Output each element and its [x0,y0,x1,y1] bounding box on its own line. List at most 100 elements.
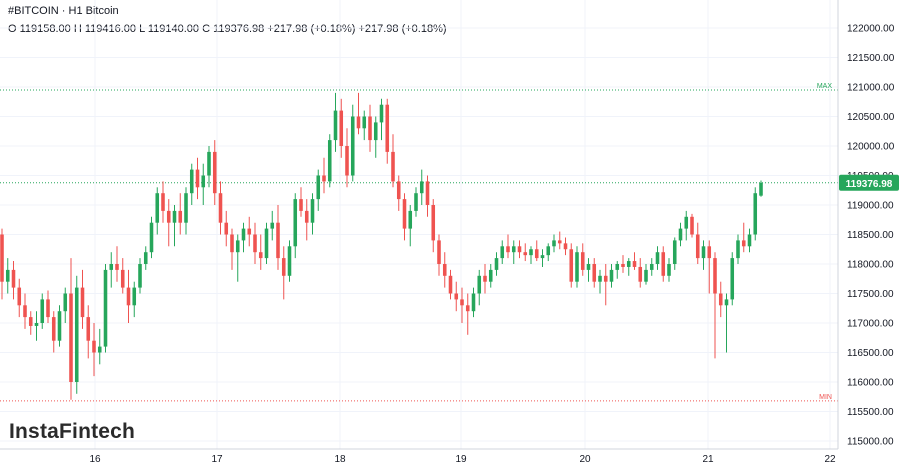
candle [247,216,252,247]
candle [28,311,33,335]
candle [437,234,441,276]
candle [586,258,591,282]
candle [707,240,712,294]
candle-body [80,287,85,318]
candle [644,264,648,285]
candle [34,311,39,341]
candle [57,305,62,347]
candle-body [759,182,763,196]
candle-body [580,252,585,270]
candle-body [557,240,562,244]
candle-body [69,293,73,382]
candle-body [419,181,424,194]
candle [615,261,620,279]
candle [385,98,390,164]
candle-body [57,311,62,341]
candle-body [500,246,505,259]
candle-body [626,261,631,267]
price-tick-label: 119000.00 [847,201,894,212]
candle [460,287,464,323]
candle-body [707,246,712,259]
candle-body [494,258,499,270]
candle [730,252,735,306]
time-tick-label: 20 [579,454,591,465]
candle [534,240,539,262]
candle [632,252,637,270]
price-tick-label: 115000.00 [847,437,894,448]
candle-body [437,240,441,264]
candle [517,240,522,259]
candle [667,258,671,282]
candle [69,258,73,400]
candle [287,240,292,282]
candle-body [488,269,493,282]
candle-body [460,299,464,306]
candle [529,246,533,264]
candle [592,258,597,288]
candle [368,104,372,152]
chart-grid [0,0,838,449]
candle [253,222,257,264]
candle-body [368,116,372,141]
candle-body [649,264,654,270]
candle-body [724,299,729,306]
price-tick-label: 116000.00 [847,378,894,389]
candle [304,199,309,241]
candle [97,328,102,365]
last-price-tag [839,174,899,191]
candle-body [189,169,194,194]
candle [172,205,177,247]
candle [391,134,395,188]
ohlc-readout: O 119158.00 H 119416.00 L 119140.00 C 11… [8,23,447,35]
candle [557,231,562,250]
candle-body [126,287,131,306]
candle-body [316,175,321,200]
candle [155,187,160,235]
candle-body [362,116,367,129]
candle [345,128,349,188]
candle-body [327,140,332,182]
candle [264,222,269,264]
candle [442,252,447,288]
candle-body [741,240,746,247]
candle-body [115,264,119,270]
candle [747,228,752,253]
candle-body [408,210,413,229]
time-tick-label: 17 [211,454,223,465]
candle-body [465,305,470,312]
max-label: MAX [817,83,833,90]
candle [189,163,194,205]
candle [103,264,108,353]
candle-body [385,104,390,152]
candle [736,234,740,264]
candle-body [655,252,660,264]
candle [454,281,459,312]
candle-body [672,240,677,264]
candle-body [598,275,602,282]
candle-body [103,269,108,347]
candle-body [299,199,303,211]
candle [132,281,137,318]
candle [713,252,717,359]
candle [40,293,45,329]
candle-body [552,240,556,247]
candle-body [0,234,4,282]
candle-body [546,246,551,256]
candle-body [230,234,234,253]
candle [621,255,625,273]
candle-body [350,116,355,176]
candle-body [644,269,648,282]
timeframe-label: H1 [68,5,83,17]
candle [724,293,729,353]
candle [603,264,608,306]
candle-body [379,104,384,123]
candle [356,92,361,135]
candle [408,205,413,247]
candle [678,222,683,247]
candle [207,146,211,188]
candle-body [684,216,689,229]
candle [5,258,10,294]
candle-body [63,293,68,312]
time-tick-label: 19 [455,454,467,465]
